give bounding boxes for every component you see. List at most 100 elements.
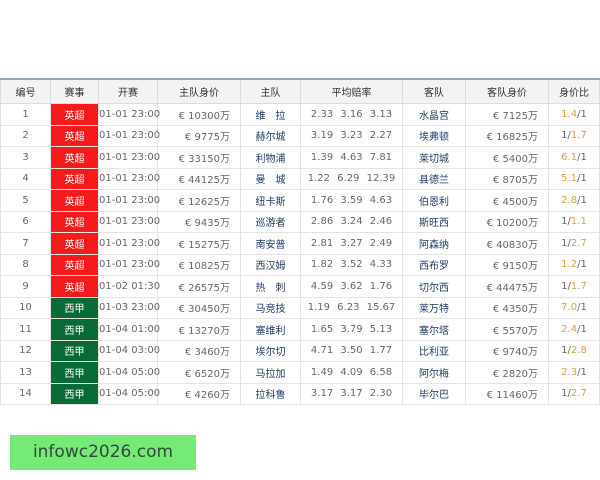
table-row: 14 西甲 01-04 05:00 € 4260万 拉科鲁 3.17 3.17 2.30 毕… xyxy=(0,382,600,405)
header-away-value: 客队身价 xyxy=(465,78,549,104)
league-cell[interactable]: 英超 xyxy=(50,146,99,169)
league-cell[interactable]: 英超 xyxy=(50,275,99,298)
home-team[interactable]: 赫尔城 xyxy=(240,124,301,147)
row-number: 6 xyxy=(0,210,51,233)
home-value: € 9435万 xyxy=(157,210,241,233)
league-cell[interactable]: 西甲 xyxy=(50,296,99,319)
home-value: € 10825万 xyxy=(157,253,241,276)
kickoff-time: 01-01 23:00 xyxy=(98,103,160,126)
home-value: € 30450万 xyxy=(157,296,241,319)
away-team[interactable]: 县德兰 xyxy=(402,167,466,190)
ratio-part: 1 xyxy=(580,173,587,185)
home-team[interactable]: 南安普 xyxy=(240,232,301,255)
home-team[interactable]: 塞维利 xyxy=(240,318,301,341)
league-cell[interactable]: 西甲 xyxy=(50,318,99,341)
avg-odds: 1.82 3.52 4.33 xyxy=(300,253,403,276)
league-cell[interactable]: 英超 xyxy=(50,253,99,276)
away-team[interactable]: 伯恩利 xyxy=(402,189,466,212)
home-team[interactable]: 纽卡斯 xyxy=(240,189,301,212)
league-cell[interactable]: 西甲 xyxy=(50,339,99,362)
home-team[interactable]: 马竞技 xyxy=(240,296,301,319)
avg-odds: 4.71 3.50 1.77 xyxy=(300,339,403,362)
row-number: 12 xyxy=(0,339,51,362)
ratio-part: 1.2 xyxy=(561,259,578,271)
ratio-part: 1.4 xyxy=(561,108,578,120)
home-team[interactable]: 马拉加 xyxy=(240,361,301,384)
away-team[interactable]: 莱万特 xyxy=(402,296,466,319)
away-team[interactable]: 塞尔塔 xyxy=(402,318,466,341)
site-banner: infowc2026.com xyxy=(10,435,196,470)
home-team[interactable]: 热 刺 xyxy=(240,275,301,298)
away-team[interactable]: 斯旺西 xyxy=(402,210,466,233)
table-row: 10 西甲 01-03 23:00 € 30450万 马竞技 1.19 6.23 15.6… xyxy=(0,296,600,319)
ratio-part: 1 xyxy=(580,194,587,206)
avg-odds: 1.39 4.63 7.81 xyxy=(300,146,403,169)
header-home-value: 主队身价 xyxy=(157,78,241,104)
ratio-part: 1.7 xyxy=(570,130,587,142)
home-team[interactable]: 利物浦 xyxy=(240,146,301,169)
value-ratio: 1/2.7 xyxy=(548,232,600,255)
home-value: € 12625万 xyxy=(157,189,241,212)
ratio-part: 2.4 xyxy=(561,323,578,335)
away-team[interactable]: 莱切城 xyxy=(402,146,466,169)
kickoff-time: 01-02 01:30 xyxy=(98,275,160,298)
row-number: 4 xyxy=(0,167,51,190)
value-ratio: 1/1.7 xyxy=(548,124,600,147)
league-cell[interactable]: 英超 xyxy=(50,210,99,233)
kickoff-time: 01-04 03:00 xyxy=(98,339,160,362)
row-number: 9 xyxy=(0,275,51,298)
ratio-part: 1 xyxy=(580,323,587,335)
kickoff-time: 01-01 23:00 xyxy=(98,124,160,147)
league-cell[interactable]: 西甲 xyxy=(50,361,99,384)
value-ratio: 1/2.8 xyxy=(548,339,600,362)
table-row: 12 西甲 01-04 03:00 € 3460万 埃尔切 4.71 3.50 1.77 比… xyxy=(0,339,600,362)
league-cell[interactable]: 西甲 xyxy=(50,382,99,405)
away-value: € 9740万 xyxy=(465,339,549,362)
ratio-part: 2.3 xyxy=(561,366,578,378)
ratio-part: 1 xyxy=(580,108,587,120)
league-cell[interactable]: 英超 xyxy=(50,103,99,126)
kickoff-time: 01-01 23:00 xyxy=(98,167,160,190)
table-row: 6 英超 01-01 23:00 € 9435万 巡游者 2.86 3.24 2.46 斯旺… xyxy=(0,210,600,233)
away-team[interactable]: 西布罗 xyxy=(402,253,466,276)
away-value: € 7125万 xyxy=(465,103,549,126)
away-value: € 5570万 xyxy=(465,318,549,341)
avg-odds: 1.49 4.09 6.58 xyxy=(300,361,403,384)
away-team[interactable]: 毕尔巴 xyxy=(402,382,466,405)
row-number: 3 xyxy=(0,146,51,169)
away-team[interactable]: 水晶宫 xyxy=(402,103,466,126)
away-team[interactable]: 阿尔梅 xyxy=(402,361,466,384)
home-value: € 44125万 xyxy=(157,167,241,190)
away-value: € 10200万 xyxy=(465,210,549,233)
home-value: € 26575万 xyxy=(157,275,241,298)
away-team[interactable]: 埃弗顿 xyxy=(402,124,466,147)
away-team[interactable]: 比利亚 xyxy=(402,339,466,362)
away-value: € 5400万 xyxy=(465,146,549,169)
kickoff-time: 01-04 05:00 xyxy=(98,382,160,405)
ratio-part: 2.8 xyxy=(570,345,587,357)
home-team[interactable]: 维 拉 xyxy=(240,103,301,126)
row-number: 1 xyxy=(0,103,51,126)
ratio-part: 5.1 xyxy=(561,173,578,185)
home-value: € 4260万 xyxy=(157,382,241,405)
header-number: 编号 xyxy=(0,78,51,104)
header-away-team: 客队 xyxy=(402,78,466,104)
ratio-part: 1 xyxy=(561,345,568,357)
home-team[interactable]: 埃尔切 xyxy=(240,339,301,362)
away-team[interactable]: 阿森纳 xyxy=(402,232,466,255)
away-value: € 16825万 xyxy=(465,124,549,147)
table-row: 11 西甲 01-04 01:00 € 13270万 塞维利 1.65 3.79 5.13… xyxy=(0,318,600,341)
away-value: € 40830万 xyxy=(465,232,549,255)
home-team[interactable]: 巡游者 xyxy=(240,210,301,233)
ratio-part: 1 xyxy=(580,366,587,378)
league-cell[interactable]: 英超 xyxy=(50,189,99,212)
ratio-part: 1 xyxy=(580,302,587,314)
league-cell[interactable]: 英超 xyxy=(50,124,99,147)
league-cell[interactable]: 英超 xyxy=(50,167,99,190)
league-cell[interactable]: 英超 xyxy=(50,232,99,255)
value-ratio: 1/1.7 xyxy=(548,275,600,298)
home-team[interactable]: 西汉姆 xyxy=(240,253,301,276)
away-team[interactable]: 切尔西 xyxy=(402,275,466,298)
home-team[interactable]: 曼 城 xyxy=(240,167,301,190)
home-team[interactable]: 拉科鲁 xyxy=(240,382,301,405)
